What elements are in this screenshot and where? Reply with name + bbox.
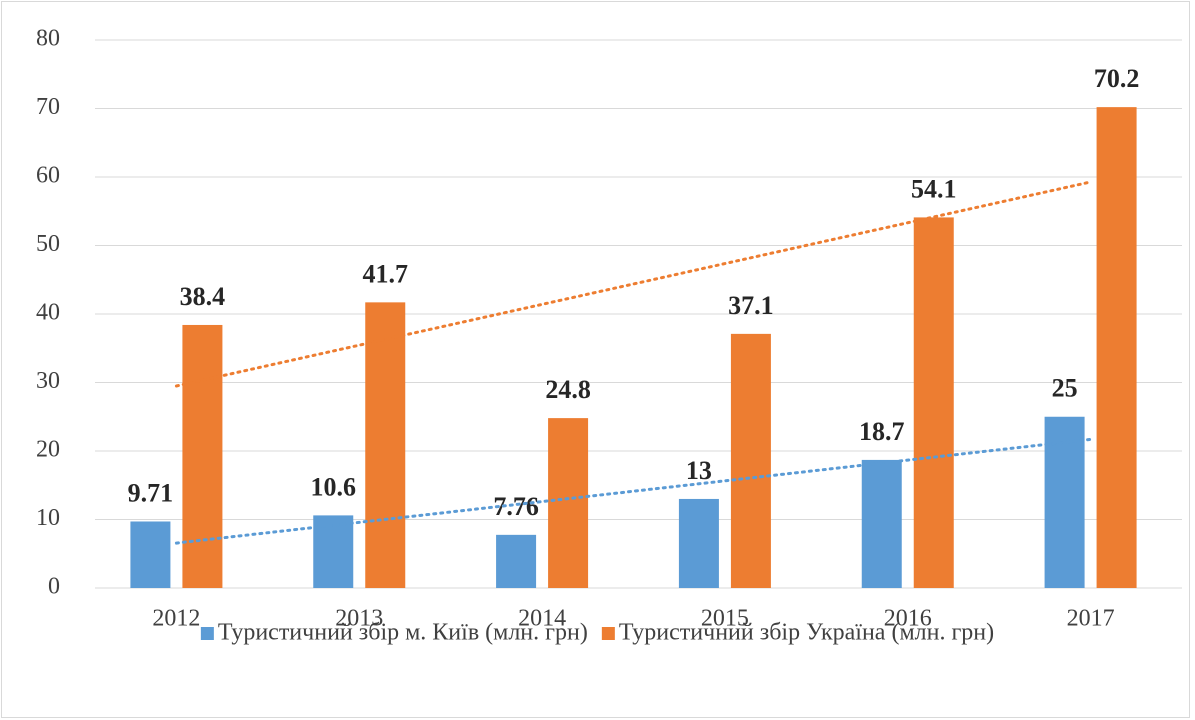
bar <box>496 534 537 588</box>
value-label: 24.8 <box>545 375 591 404</box>
y-tick-label: 50 <box>36 231 60 257</box>
value-label: 10.6 <box>311 472 357 501</box>
x-tick-label: 2014 <box>518 606 566 632</box>
y-tick-label: 10 <box>36 505 60 531</box>
y-tick-label: 20 <box>36 437 60 463</box>
trendline <box>174 437 1093 545</box>
y-tick-label: 30 <box>36 368 60 394</box>
x-tick-label: 2013 <box>335 606 383 632</box>
value-label: 54.1 <box>911 174 957 203</box>
bar <box>365 302 406 588</box>
legend-label: Туристичний збір м. Київ (млн. грн) <box>218 620 588 646</box>
x-tick-label: 2017 <box>1067 606 1115 632</box>
legend-swatch <box>601 627 615 640</box>
value-label: 41.7 <box>363 259 409 288</box>
value-label: 38.4 <box>180 282 226 311</box>
x-tick-label: 2016 <box>884 606 932 632</box>
value-label: 25 <box>1052 374 1078 403</box>
y-tick-label: 40 <box>36 300 60 326</box>
bar <box>313 515 354 588</box>
value-label: 13 <box>686 456 712 485</box>
bar <box>1044 416 1085 588</box>
bar <box>1096 107 1137 588</box>
x-tick-label: 2012 <box>152 606 200 632</box>
value-label: 37.1 <box>728 291 774 320</box>
bar <box>861 459 902 588</box>
bar <box>913 217 954 589</box>
bar <box>730 333 771 588</box>
x-tick-label: 2015 <box>701 606 749 632</box>
legend-swatch <box>200 627 214 640</box>
y-tick-label: 60 <box>36 163 60 189</box>
trendline <box>174 180 1093 388</box>
bar <box>678 498 719 588</box>
legend-label: Туристичний збір Україна (млн. грн) <box>619 620 994 646</box>
y-tick-label: 80 <box>36 26 60 52</box>
value-label: 18.7 <box>859 417 905 446</box>
value-label: 7.76 <box>493 492 539 521</box>
bar <box>548 418 589 588</box>
value-label: 70.2 <box>1094 64 1140 93</box>
bar <box>130 521 171 588</box>
bar <box>182 324 223 588</box>
y-tick-label: 70 <box>36 94 60 120</box>
value-label: 9.71 <box>128 478 174 507</box>
y-tick-label: 0 <box>48 574 60 600</box>
